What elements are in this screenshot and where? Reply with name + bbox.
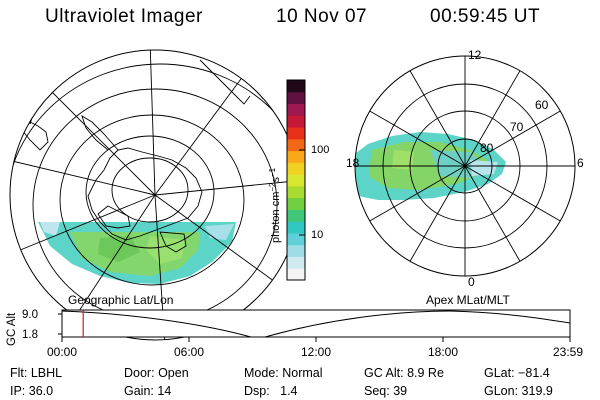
- x-tick-2359: 23:59: [553, 345, 583, 359]
- colorbar-stripe: [287, 256, 305, 269]
- info-dsp: Dsp: 1.4: [244, 384, 298, 398]
- info-ip: IP: 36.0: [10, 384, 54, 398]
- colorbar-stripe: [287, 80, 305, 93]
- colorbar-stripe: [287, 197, 305, 210]
- geographic-map: Geographic Lat/Lon: [9, 49, 301, 341]
- colorbar-stripe: [287, 127, 305, 140]
- info-mode: Mode: Normal: [244, 366, 323, 380]
- colorbar-stripe: [287, 138, 305, 152]
- colorbar-unit-label: photon cm−2s−1: [268, 167, 282, 243]
- aurora-image-left: [38, 222, 236, 284]
- altitude-curve: [62, 310, 570, 337]
- colorbar-stripe: [287, 244, 305, 257]
- mlt-label-12: 12: [468, 48, 482, 62]
- mlt-label-6: 6: [577, 156, 584, 170]
- colorbar: 100 10 photon cm−2s−1: [268, 79, 329, 281]
- coastline-antarctica: [81, 114, 203, 253]
- left-map-label: Geographic Lat/Lon: [68, 293, 173, 307]
- colorbar-stripe: [287, 115, 305, 128]
- date-label: 10 Nov 07: [276, 6, 368, 27]
- x-tick-1800: 18:00: [428, 345, 458, 359]
- mlat-label-60: 60: [535, 98, 549, 112]
- info-glat: GLat: −81.4: [484, 366, 550, 380]
- info-glon: GLon: 319.9: [484, 384, 553, 398]
- x-tick-0600: 06:00: [174, 345, 204, 359]
- colorbar-stripe: [287, 209, 305, 222]
- altitude-timeline: 9.0 1.8 GC Alt 00:00 06:00 12:00 18:00 2…: [6, 309, 583, 359]
- y-tick-1-8: 1.8: [22, 329, 38, 341]
- time-label: 00:59:45 UT: [430, 6, 541, 27]
- colorbar-stripe: [287, 103, 305, 116]
- mlat-label-70: 70: [510, 120, 524, 134]
- info-gain: Gain: 14: [124, 384, 172, 398]
- y-axis-label: GC Alt: [6, 312, 18, 346]
- y-tick-9: 9.0: [22, 309, 38, 321]
- title: Ultraviolet Imager: [45, 6, 203, 27]
- mlt-label-0: 0: [468, 275, 475, 289]
- colorbar-stripe: [287, 268, 305, 281]
- info-flt: Flt: LBHL: [10, 366, 63, 380]
- colorbar-stripe: [287, 185, 305, 199]
- colorbar-stripe: [287, 221, 305, 234]
- mlt-label-18: 18: [346, 156, 360, 170]
- colorbar-stripe: [287, 232, 305, 246]
- mlat-label-80: 80: [480, 141, 494, 155]
- colorbar-stripe: [287, 91, 305, 105]
- x-tick-1200: 12:00: [301, 345, 331, 359]
- x-tick-0000: 00:00: [47, 345, 77, 359]
- colorbar-stripe: [287, 150, 305, 163]
- info-seq: Seq: 39: [364, 384, 408, 398]
- colorbar-stripe: [287, 174, 305, 187]
- colorbar-stripe: [287, 162, 305, 175]
- colorbar-tick-100: 100: [311, 144, 329, 156]
- info-gc-alt: GC Alt: 8.9 Re: [364, 366, 444, 380]
- colorbar-tick-10: 10: [311, 229, 323, 241]
- right-map-label: Apex MLat/MLT: [426, 293, 510, 307]
- magnetic-map: 80 70 60 12 18 6 0 Apex MLat/MLT: [346, 48, 584, 307]
- info-door: Door: Open: [124, 366, 189, 380]
